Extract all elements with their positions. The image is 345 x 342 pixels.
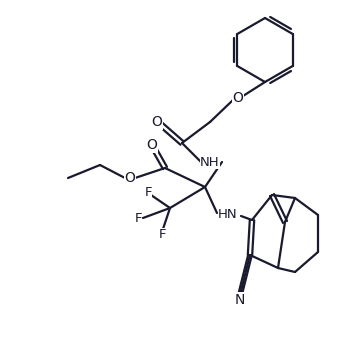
Text: HN: HN (218, 209, 238, 222)
Text: F: F (144, 186, 152, 199)
Text: O: O (233, 91, 244, 105)
Text: O: O (125, 171, 136, 185)
Text: O: O (151, 115, 162, 129)
Text: O: O (147, 138, 157, 152)
Text: F: F (134, 211, 142, 224)
Text: N: N (235, 293, 245, 307)
Text: F: F (158, 228, 166, 241)
Text: NH: NH (200, 156, 220, 169)
